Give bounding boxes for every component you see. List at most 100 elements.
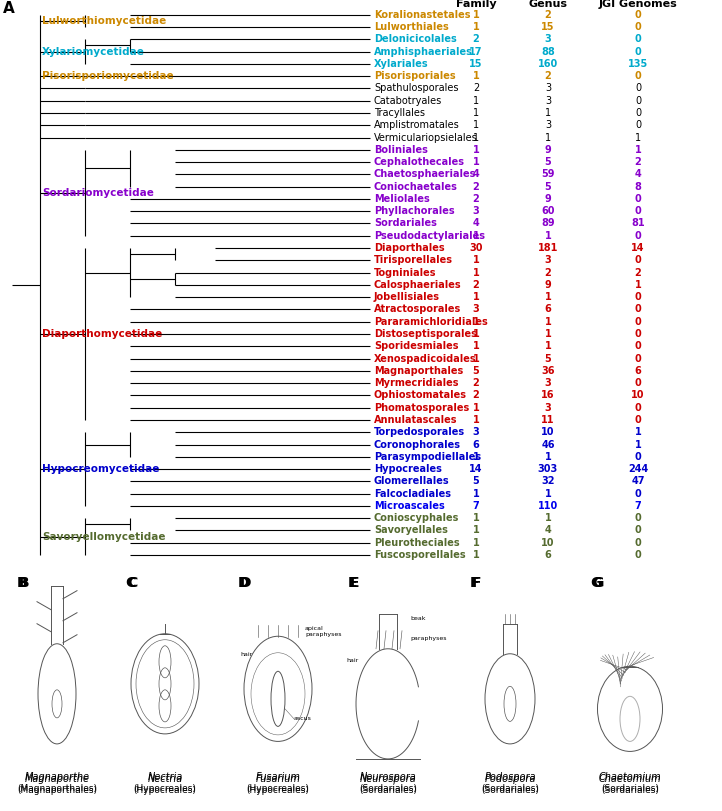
Text: Pisorisporiomycetidae: Pisorisporiomycetidae <box>42 71 173 81</box>
Text: 1: 1 <box>544 292 552 303</box>
Text: Cephalothecales: Cephalothecales <box>374 157 465 167</box>
Text: (Hypocreales): (Hypocreales) <box>134 786 196 795</box>
Text: 1: 1 <box>473 231 479 241</box>
Text: 17: 17 <box>469 46 483 57</box>
Text: 0: 0 <box>635 71 641 81</box>
Text: 1: 1 <box>473 513 479 523</box>
Text: 14: 14 <box>631 243 645 253</box>
Text: Boliniales: Boliniales <box>374 145 428 155</box>
Text: (Hypocreales): (Hypocreales) <box>246 786 310 795</box>
Text: 0: 0 <box>635 34 641 45</box>
Text: beak: beak <box>410 616 425 621</box>
Text: 0: 0 <box>635 292 641 303</box>
Text: 2: 2 <box>473 34 479 45</box>
Text: Calosphaeriales: Calosphaeriales <box>374 280 461 290</box>
Text: 15: 15 <box>542 22 554 32</box>
Text: 1: 1 <box>473 526 479 535</box>
Text: Vermiculariopsielales: Vermiculariopsielales <box>374 132 478 143</box>
Text: 59: 59 <box>542 169 554 179</box>
Text: (Magnaporthales): (Magnaporthales) <box>17 786 97 795</box>
Text: 9: 9 <box>544 145 552 155</box>
Text: 1: 1 <box>544 341 552 351</box>
Text: 1: 1 <box>473 354 479 363</box>
Text: Magnaporthales: Magnaporthales <box>374 366 464 375</box>
Text: Pisorisporiales: Pisorisporiales <box>374 71 456 81</box>
Text: 0: 0 <box>635 354 641 363</box>
Text: Xylariomycetidae: Xylariomycetidae <box>42 46 145 57</box>
Text: 0: 0 <box>635 489 641 499</box>
Text: 1: 1 <box>544 489 552 499</box>
Text: B: B <box>19 576 30 590</box>
Text: 0: 0 <box>635 550 641 560</box>
Text: G: G <box>590 576 601 590</box>
Text: 0: 0 <box>635 403 641 413</box>
Text: 81: 81 <box>631 218 645 229</box>
Text: 1: 1 <box>473 489 479 499</box>
Text: Glomerellales: Glomerellales <box>374 476 450 487</box>
Text: 9: 9 <box>544 280 552 290</box>
Text: 1: 1 <box>473 292 479 303</box>
Text: Pseudodactylariales: Pseudodactylariales <box>374 231 485 241</box>
Text: Coniochaetales: Coniochaetales <box>374 182 458 191</box>
Text: C: C <box>127 576 137 590</box>
Text: 2: 2 <box>473 182 479 191</box>
Text: Nectria: Nectria <box>147 772 183 782</box>
Text: 1: 1 <box>635 145 641 155</box>
Text: Distoseptisporales: Distoseptisporales <box>374 329 477 339</box>
Text: 2: 2 <box>473 390 479 401</box>
Text: E: E <box>350 576 360 590</box>
Text: 0: 0 <box>635 341 641 351</box>
Text: Savoryellales: Savoryellales <box>374 526 448 535</box>
Text: F: F <box>472 576 482 590</box>
Text: Fusarium: Fusarium <box>256 774 300 784</box>
Text: 181: 181 <box>538 243 558 253</box>
Text: 1: 1 <box>635 440 641 449</box>
Text: JGI Genomes: JGI Genomes <box>599 0 677 9</box>
Text: Fuscosporellales: Fuscosporellales <box>374 550 466 560</box>
Text: 11: 11 <box>542 415 554 425</box>
Text: Genus: Genus <box>529 0 567 9</box>
Text: 1: 1 <box>473 403 479 413</box>
Text: 1: 1 <box>473 132 479 143</box>
Text: 0: 0 <box>635 96 641 105</box>
Text: 4: 4 <box>473 169 479 179</box>
Text: Neurospora: Neurospora <box>360 772 417 782</box>
Text: 2: 2 <box>473 280 479 290</box>
Text: Amplistromatales: Amplistromatales <box>374 120 460 131</box>
Text: 1: 1 <box>635 280 641 290</box>
Text: 2: 2 <box>473 378 479 388</box>
Text: 1: 1 <box>473 341 479 351</box>
Text: Neurospora: Neurospora <box>360 774 417 784</box>
Text: (Hypocreales): (Hypocreales) <box>246 784 310 793</box>
Text: Fusarium: Fusarium <box>256 772 300 782</box>
Text: 0: 0 <box>635 452 641 461</box>
Text: 6: 6 <box>544 550 552 560</box>
Text: 1: 1 <box>473 10 479 19</box>
Text: 1: 1 <box>544 317 552 327</box>
Text: 89: 89 <box>542 218 554 229</box>
Text: A: A <box>3 2 14 16</box>
Text: (Magnaporthales): (Magnaporthales) <box>17 784 97 793</box>
Text: 2: 2 <box>544 71 552 81</box>
Text: 10: 10 <box>631 390 645 401</box>
Text: 0: 0 <box>635 329 641 339</box>
Text: 88: 88 <box>541 46 555 57</box>
Text: Diaporthales: Diaporthales <box>374 243 445 253</box>
Text: 1: 1 <box>473 71 479 81</box>
Text: (Hypocreales): (Hypocreales) <box>134 784 196 793</box>
Text: 15: 15 <box>469 59 483 69</box>
Text: Jobellisiales: Jobellisiales <box>374 292 440 303</box>
Text: 1: 1 <box>473 22 479 32</box>
Text: 1: 1 <box>473 452 479 461</box>
Text: Delonicicolales: Delonicicolales <box>374 34 457 45</box>
Text: 36: 36 <box>542 366 554 375</box>
Text: (Sordariales): (Sordariales) <box>481 784 539 793</box>
Text: 2: 2 <box>473 84 479 93</box>
Text: (Sordariales): (Sordariales) <box>601 786 659 795</box>
Text: 3: 3 <box>544 378 552 388</box>
Text: 0: 0 <box>635 10 641 19</box>
Text: 0: 0 <box>635 317 641 327</box>
Text: 3: 3 <box>473 304 479 315</box>
Text: (Sordariales): (Sordariales) <box>359 786 417 795</box>
Text: 32: 32 <box>542 476 554 487</box>
